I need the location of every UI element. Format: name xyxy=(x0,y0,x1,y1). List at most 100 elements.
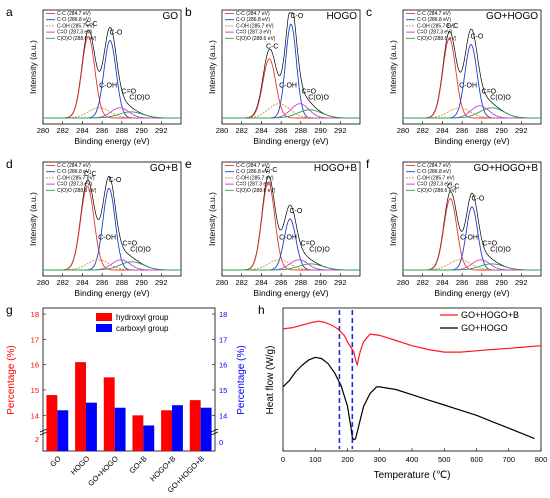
axis-break-mark xyxy=(210,431,219,436)
plot-frame xyxy=(402,161,542,277)
legend-label: C-C (284.7 eV) xyxy=(417,11,451,17)
x-tick-label: 280 xyxy=(216,278,229,287)
legend-label: C-O (286.8 eV) xyxy=(57,169,91,175)
peak-coo xyxy=(43,261,181,271)
x-tick-label: 288 xyxy=(116,278,129,287)
envelope-curve xyxy=(403,191,541,271)
panel-title: GO+HOGO xyxy=(486,11,538,22)
peak-annotation: C-OH xyxy=(279,234,297,241)
legend-label: C-OH (285.7 eV) xyxy=(417,23,455,29)
legend-label: C(O)O (288.6 eV) xyxy=(417,36,457,42)
y-tick-label-left: 17 xyxy=(31,335,39,344)
panel-title: HOGO+B xyxy=(314,163,357,174)
bar-carboxyl-group-hogob xyxy=(172,405,183,451)
x-tick-label: 0 xyxy=(281,455,285,464)
legend-label: C-OH (285.7 eV) xyxy=(236,175,274,181)
legend-label: C=O (287.3 eV) xyxy=(417,182,452,188)
xps-panel-a: a GO 280 282 284 286 288 290 292 Binding energy (… xyxy=(6,5,182,146)
peak-annotation: C-O xyxy=(109,177,122,184)
series-line-gohogob xyxy=(282,320,542,366)
legend-label: C(O)O (288.6 eV) xyxy=(236,36,276,42)
x-axis-label: Binding energy (eV) xyxy=(434,288,509,298)
panel-letter: a xyxy=(6,5,13,19)
y-tick-label-right: 14 xyxy=(219,411,227,420)
peak-annotation: C-OH xyxy=(459,82,477,89)
peak-coh xyxy=(43,259,181,271)
x-tick-label: 292 xyxy=(155,126,168,135)
peak-annotation: C-OH xyxy=(98,234,116,241)
plot-frame xyxy=(402,9,542,125)
x-axis-label: Temperature (℃) xyxy=(374,470,451,481)
x-tick-label: 290 xyxy=(314,126,327,135)
legend-label: C-OH (285.7 eV) xyxy=(417,175,455,181)
peak-annotation: C-O xyxy=(110,29,123,36)
axis-break-mark xyxy=(39,428,48,433)
plot-frame xyxy=(221,161,361,277)
xps-panel-d: d GO+B 280 282 284 286 288 290 292 Binding energy… xyxy=(6,157,182,298)
legend-label: C-C (284.7 eV) xyxy=(236,11,270,17)
legend-label: C=O (287.3 eV) xyxy=(57,182,92,188)
x-tick-label: 282 xyxy=(416,278,429,287)
bar-carboxyl-group-gob xyxy=(143,425,155,451)
y-tick-label-right: 16 xyxy=(219,361,227,370)
legend-swatch-carboxyl-group xyxy=(96,324,112,332)
x-tick-label: 280 xyxy=(397,278,410,287)
peak-coo xyxy=(43,111,181,119)
x-tick-label: 288 xyxy=(116,126,129,135)
peak-coo xyxy=(403,107,541,119)
y-tick-label-right: 0 xyxy=(219,438,223,447)
peak-annotation: C-O xyxy=(290,13,303,20)
y-tick-label-right: 15 xyxy=(219,386,227,395)
x-tick-label: 292 xyxy=(155,278,168,287)
legend-label: C=O (287.3 eV) xyxy=(417,30,452,36)
x-tick-label: 284 xyxy=(255,278,268,287)
x-tick-label: 292 xyxy=(334,126,347,135)
peak-co xyxy=(43,39,181,119)
x-tick-label: 282 xyxy=(235,278,248,287)
x-tick-label: 300 xyxy=(373,455,386,464)
panel-title: GO xyxy=(162,11,178,22)
x-category-label: HOGO+B xyxy=(148,454,177,483)
y-axis-label: Intensity (a.u.) xyxy=(207,40,217,94)
legend-label: C(O)O (288.6 eV) xyxy=(236,188,276,194)
peak-co xyxy=(403,43,541,119)
x-tick-label: 280 xyxy=(37,126,50,135)
x-tick-label: 288 xyxy=(476,126,489,135)
y-tick-label-left: 18 xyxy=(31,310,39,319)
x-tick-label: 284 xyxy=(255,126,268,135)
legend-label: C-O (286.8 eV) xyxy=(236,17,270,23)
x-tick-label: 292 xyxy=(515,126,528,135)
x-tick-label: 292 xyxy=(515,278,528,287)
bar-hydroxyl-group-gohogob xyxy=(189,400,201,451)
xps-panel-f: f GO+HOGO+B 280 282 284 286 288 290 292 Binding e… xyxy=(366,157,542,298)
peak-co xyxy=(43,188,181,271)
x-tick-label: 286 xyxy=(456,278,469,287)
legend-label: GO+HOGO+B xyxy=(461,310,519,320)
x-tick-label: 288 xyxy=(295,126,308,135)
peak-annotation: C-C xyxy=(85,21,97,28)
panel-letter: c xyxy=(366,5,372,19)
legend-label: C(O)O (288.6 eV) xyxy=(57,36,97,42)
peak-coo xyxy=(403,263,541,271)
peak-co xyxy=(403,105,541,119)
legend-label: C=O (287.3 eV) xyxy=(57,30,92,36)
y-axis-label: Intensity (a.u.) xyxy=(388,192,398,246)
x-category-label: GO xyxy=(48,454,63,469)
xps-panel-c: c GO+HOGO 280 282 284 286 288 290 292 Binding ene… xyxy=(366,5,542,146)
legend-label: C-O (286.8 eV) xyxy=(417,17,451,23)
x-tick-label: 290 xyxy=(135,278,148,287)
legend-label: carboxyl group xyxy=(116,324,169,333)
y-axis-label-right: Percentage (%) xyxy=(236,345,247,414)
x-tick-label: 286 xyxy=(96,126,109,135)
y-tick-label-left: 16 xyxy=(31,361,39,370)
legend-label: C-OH (285.7 eV) xyxy=(57,175,95,181)
legend-label: C-OH (285.7 eV) xyxy=(236,23,274,29)
peak-annotation: C-O xyxy=(290,208,303,215)
x-tick-label: 800 xyxy=(535,455,548,464)
y-tick-label-right: 18 xyxy=(219,310,227,319)
legend-label: C-O (286.8 eV) xyxy=(57,17,91,23)
legend-label: C-C (284.7 eV) xyxy=(57,11,91,17)
legend-label: C-C (284.7 eV) xyxy=(57,163,91,169)
panel-letter: f xyxy=(366,157,370,171)
peak-annotation: C-C xyxy=(266,44,278,51)
